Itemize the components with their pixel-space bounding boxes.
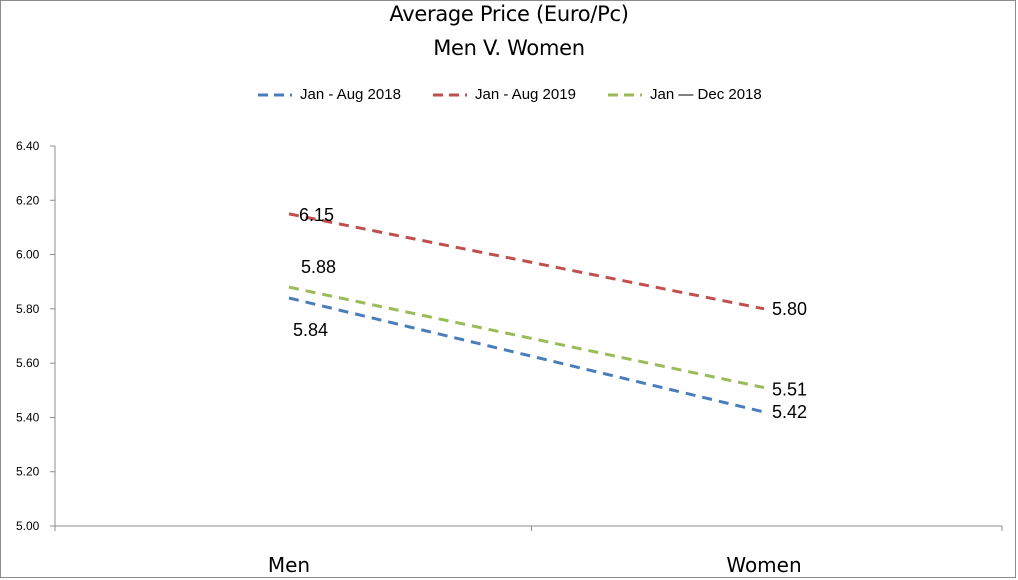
legend-label-jan-aug-2018: Jan - Aug 2018 [300, 86, 401, 103]
y-tick-label: 5.20 [16, 465, 40, 479]
series-line [288, 296, 765, 414]
legend-item-jan-aug-2018: Jan - Aug 2018 [258, 86, 401, 103]
chart-title: Average Price (Euro/Pc) [389, 2, 629, 26]
legend-swatch-jan-aug-2019 [433, 93, 467, 96]
chart-legend: Jan - Aug 2018 Jan - Aug 2019 Jan — Dec … [0, 86, 1018, 106]
x-tick-label: Women [726, 553, 801, 577]
data-label: 5.84 [293, 320, 328, 340]
chart-subtitle: Men V. Women [433, 36, 585, 60]
y-tick-label: 5.40 [16, 410, 40, 424]
data-label: 5.80 [772, 299, 807, 319]
y-tick-label: 6.00 [16, 248, 40, 262]
legend-item-jan-aug-2019: Jan - Aug 2019 [433, 86, 576, 103]
y-tick-label: 5.60 [16, 356, 40, 370]
y-tick-label: 5.00 [16, 519, 40, 533]
x-tick-label: Men [268, 553, 310, 577]
legend-swatch-jan-dec-2018 [608, 93, 642, 96]
legend-label-jan-dec-2018: Jan — Dec 2018 [650, 86, 762, 103]
series-line [288, 212, 765, 311]
y-tick-label: 5.80 [16, 302, 40, 316]
y-tick-label: 6.40 [16, 139, 40, 153]
data-label: 6.15 [299, 205, 334, 225]
legend-swatch-jan-aug-2018 [258, 93, 292, 96]
series-line [288, 285, 765, 390]
data-label: 5.42 [772, 402, 807, 422]
data-label: 5.51 [772, 380, 807, 400]
legend-item-jan-dec-2018: Jan — Dec 2018 [608, 86, 762, 103]
legend-label-jan-aug-2019: Jan - Aug 2019 [475, 86, 576, 103]
data-label: 5.88 [301, 257, 336, 277]
y-tick-label: 6.20 [16, 193, 40, 207]
